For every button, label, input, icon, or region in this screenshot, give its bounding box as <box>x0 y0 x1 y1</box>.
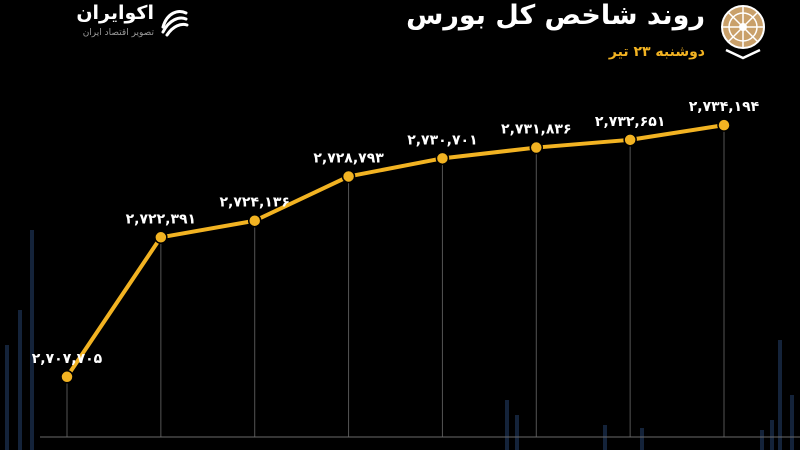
data-point <box>247 213 262 228</box>
brand-tagline: تصویر اقتصاد ایران <box>82 28 154 38</box>
background-bar <box>505 400 509 450</box>
background-bar <box>760 430 764 450</box>
data-label: ۲,۷۲۴,۱۳۶ <box>219 195 289 211</box>
data-label: ۲,۷۲۸,۷۹۳ <box>313 150 384 166</box>
background-bars <box>5 230 794 450</box>
brand: اکوایران تصویر اقتصاد ایران <box>40 2 190 46</box>
data-label: ۲,۷۳۰,۷۰۱ <box>407 132 477 148</box>
series <box>60 118 731 384</box>
ekoiran-logo-icon <box>161 10 189 37</box>
data-label: ۲,۷۳۴,۱۹۴ <box>689 99 760 115</box>
background-bar <box>790 395 794 450</box>
background-bar <box>770 420 774 450</box>
data-point <box>60 370 74 384</box>
data-label: ۲,۷۳۲,۶۵۱ <box>595 114 665 130</box>
chart-subtitle: دوشنبه ۲۳ تیر <box>608 44 705 60</box>
background-bar <box>640 428 644 450</box>
background-bar <box>5 345 9 450</box>
data-labels: ۲,۷۰۷,۷۰۵ ۲,۷۲۲,۳۹۱ ۲,۷۲۴,۱۳۶ ۲,۷۲۸,۷۹۳ ۲,۷۳… <box>32 99 760 367</box>
data-point <box>435 151 450 166</box>
data-point <box>529 140 544 155</box>
gridlines <box>66 125 725 437</box>
brand-name: اکوایران <box>76 2 154 24</box>
series-line <box>65 123 725 378</box>
chart-title: روند شاخص کل بورس <box>406 0 705 31</box>
data-point <box>717 118 731 132</box>
data-point <box>623 133 637 147</box>
data-point <box>154 230 168 245</box>
data-label: ۲,۷۰۷,۷۰۵ <box>32 351 103 367</box>
data-point <box>341 169 356 184</box>
data-label: ۲,۷۲۲,۳۹۱ <box>126 211 196 227</box>
stock-exchange-emblem-icon <box>721 5 765 60</box>
background-bar <box>18 310 22 450</box>
background-bar <box>30 230 34 450</box>
background-bar <box>515 415 519 450</box>
data-label: ۲,۷۳۱,۸۳۶ <box>501 122 571 138</box>
background-bar <box>778 340 782 450</box>
